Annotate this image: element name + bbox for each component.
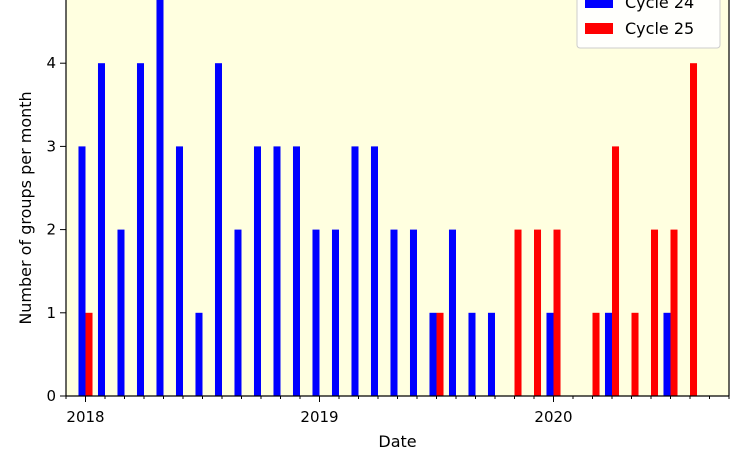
y-axis-label: Number of groups per month bbox=[16, 91, 35, 324]
bar-cycle-25-2019-12 bbox=[534, 229, 542, 396]
y-tick-label: 2 bbox=[46, 221, 56, 239]
bar-cycle-24-2019-09 bbox=[468, 312, 476, 396]
bar-cycle-24-2019-06 bbox=[409, 229, 417, 396]
bar-cycle-24-2018-02 bbox=[97, 63, 105, 396]
x-tick-label: 2019 bbox=[300, 408, 338, 426]
y-tick-label: 4 bbox=[46, 54, 56, 72]
bar-cycle-24-2019-02 bbox=[331, 229, 339, 396]
bar-cycle-24-2018-10 bbox=[253, 146, 261, 396]
bar-cycle-25-2020-05 bbox=[631, 312, 639, 396]
x-tick-label: 2018 bbox=[66, 408, 104, 426]
bar-cycle-25-2019-07 bbox=[436, 312, 444, 396]
legend-swatch bbox=[585, 23, 613, 34]
bar-cycle-24-2018-01 bbox=[78, 146, 86, 396]
bar-cycle-24-2019-08 bbox=[448, 229, 456, 396]
legend-box bbox=[576, 0, 721, 49]
bar-cycle-25-2020-07 bbox=[670, 229, 678, 396]
bar-cycle-24-2019-05 bbox=[390, 229, 398, 396]
bar-cycle-25-2020-01 bbox=[553, 229, 561, 396]
bar-cycle-24-2018-11 bbox=[273, 146, 281, 396]
bar-cycle-24-2018-09 bbox=[234, 229, 242, 396]
bar-cycle-24-2018-03 bbox=[117, 229, 125, 396]
legend: Cycle 24 Cycle 25 bbox=[576, 0, 721, 49]
bar-cycle-25-2020-06 bbox=[651, 229, 659, 396]
bar-cycle-25-2020-04 bbox=[612, 146, 620, 396]
bar-cycle-24-2018-08 bbox=[214, 63, 222, 396]
bar-cycle-25-2020-08 bbox=[690, 63, 698, 396]
bars-group bbox=[78, 0, 698, 396]
y-tick-label: 1 bbox=[46, 304, 56, 322]
bar-cycle-25-2020-03 bbox=[592, 312, 600, 396]
axes-group: 012345201820192020 bbox=[46, 0, 730, 426]
x-tick-label: 2020 bbox=[534, 408, 572, 426]
bar-cycle-24-2019-10 bbox=[487, 312, 495, 396]
bar-cycle-24-2019-04 bbox=[370, 146, 378, 396]
bar-cycle-24-2018-12 bbox=[292, 146, 300, 396]
bar-cycle-24-2018-05 bbox=[156, 0, 164, 396]
bar-cycle-24-2020-01 bbox=[546, 312, 554, 396]
bar-cycle-24-2018-06 bbox=[175, 146, 183, 396]
bar-cycle-25-2018-01 bbox=[85, 312, 93, 396]
x-axis-label: Date bbox=[378, 432, 416, 451]
legend-label: Cycle 25 bbox=[625, 19, 694, 38]
bar-cycle-24-2019-03 bbox=[351, 146, 359, 396]
y-tick-label: 3 bbox=[46, 137, 56, 155]
bar-cycle-25-2019-11 bbox=[514, 229, 522, 396]
bar-cycle-24-2018-04 bbox=[136, 63, 144, 396]
bar-cycle-24-2018-07 bbox=[195, 312, 203, 396]
bar-cycle-24-2020-04 bbox=[604, 312, 612, 396]
legend-swatch bbox=[585, 0, 613, 8]
bar-cycle-24-2019-07 bbox=[429, 312, 437, 396]
y-tick-label: 0 bbox=[46, 387, 56, 405]
bar-cycle-24-2019-01 bbox=[312, 229, 320, 396]
legend-label: Cycle 24 bbox=[625, 0, 694, 12]
bar-cycle-24-2020-07 bbox=[663, 312, 671, 396]
